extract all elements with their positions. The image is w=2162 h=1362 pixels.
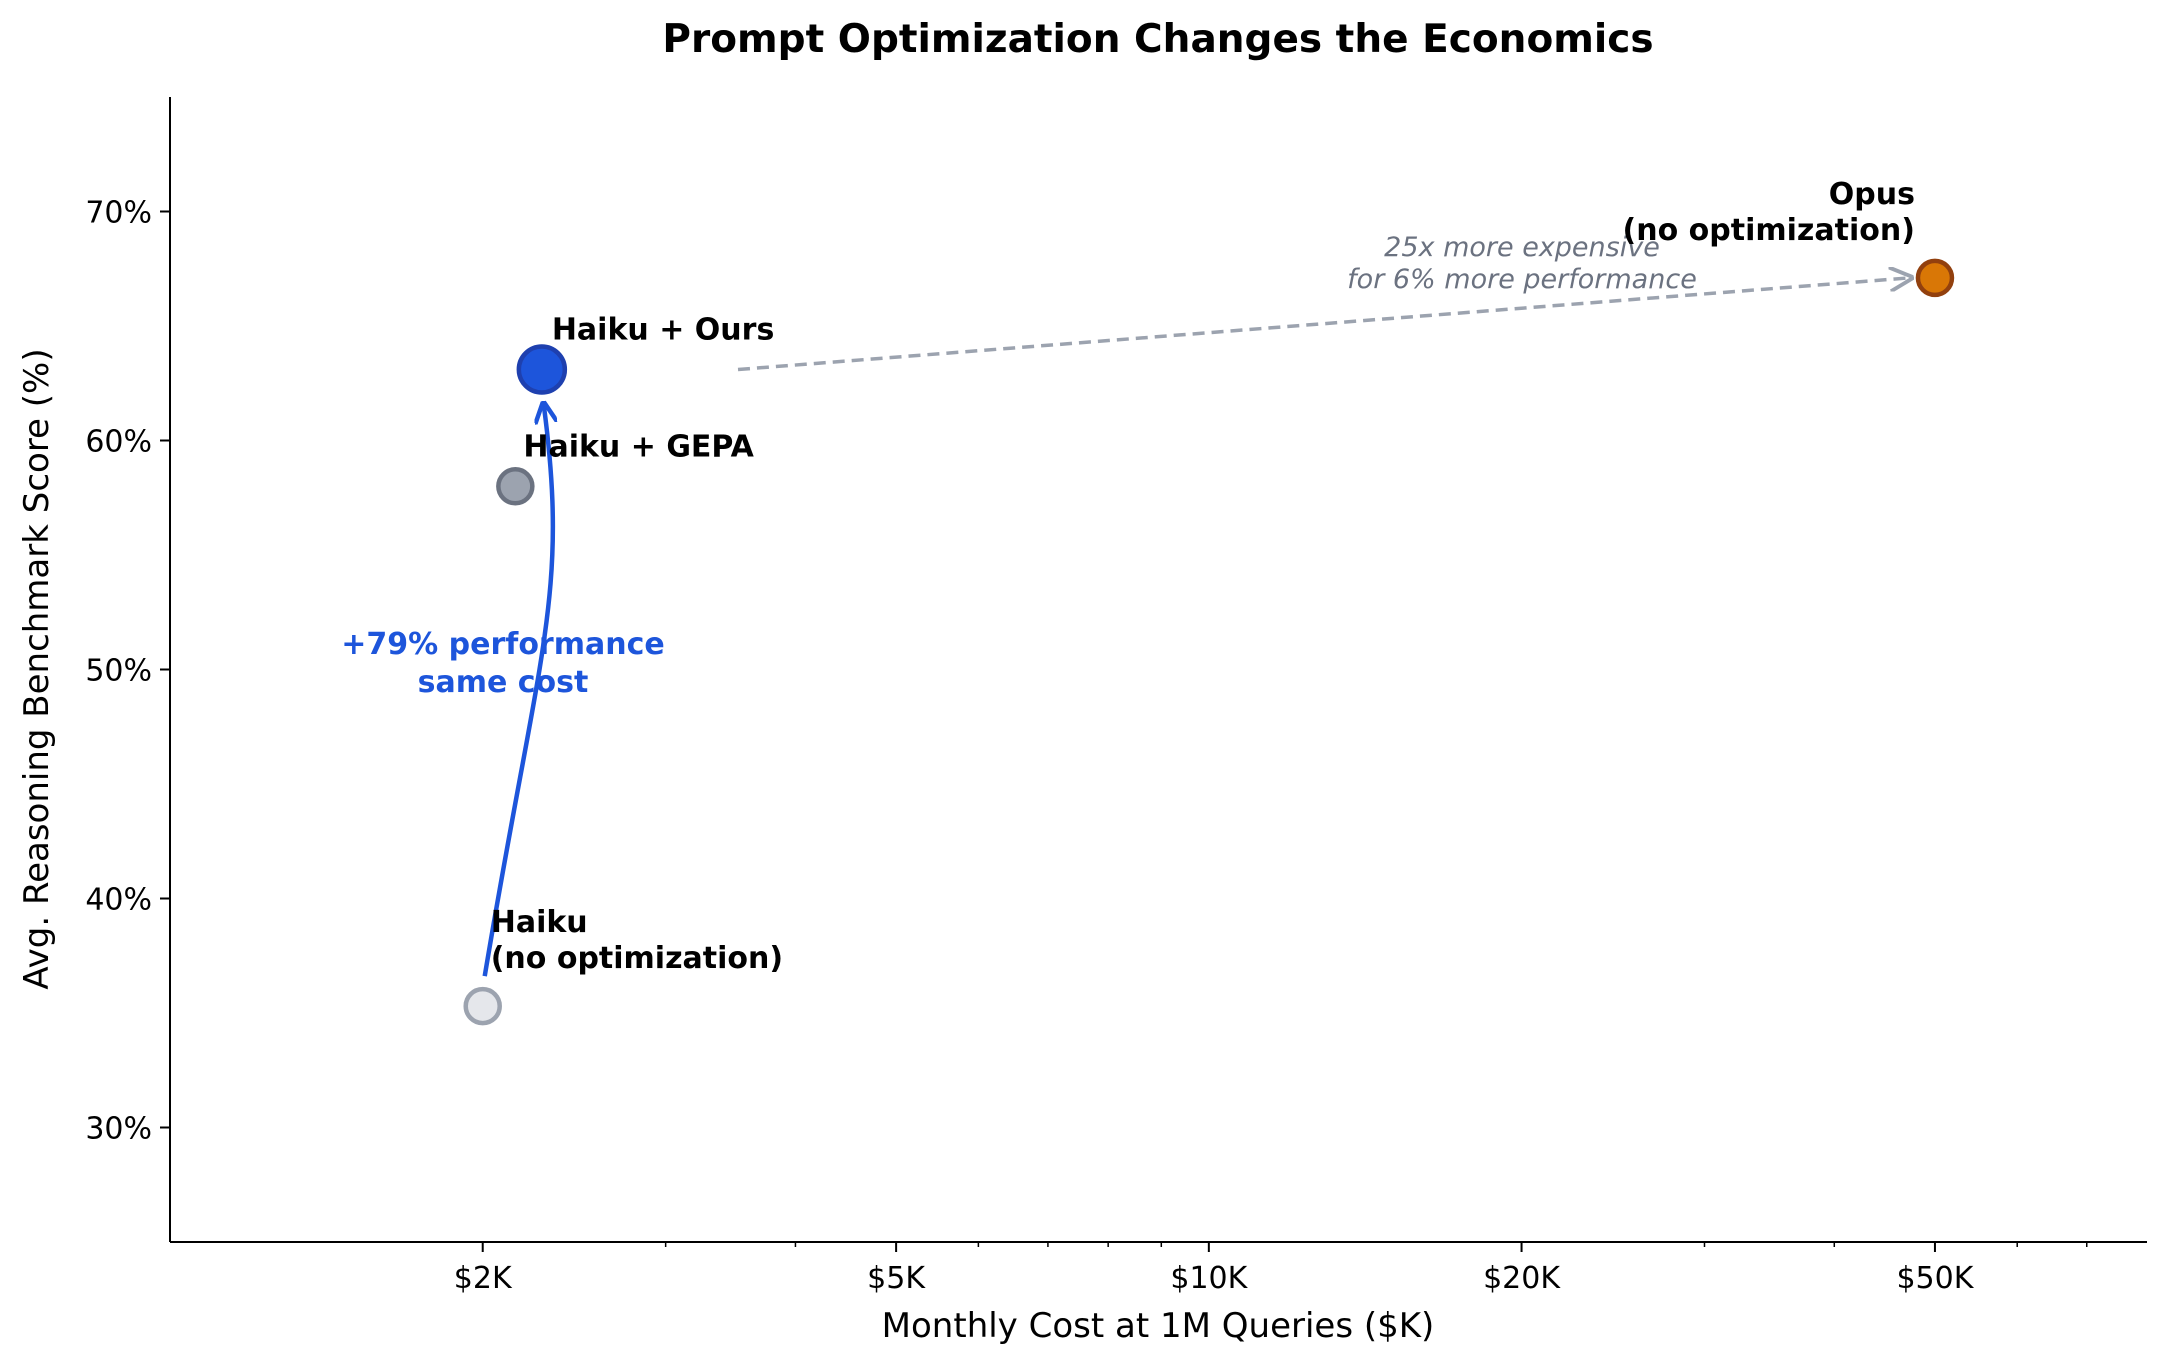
x-minor-ticks: [664, 1242, 2088, 1247]
y-axis-label: Avg. Reasoning Benchmark Score (%): [17, 348, 57, 989]
cost-arrow: [737, 278, 1909, 372]
performance-arrow: [482, 406, 553, 977]
point-label-line: Haiku + Ours: [552, 313, 774, 348]
data-point: [496, 467, 535, 506]
x-tick-label: $20K: [1483, 1261, 1561, 1296]
point-label-line: Opus: [1829, 177, 1915, 212]
points: [463, 258, 1955, 1026]
point-label-line: (no optimization): [1623, 213, 1915, 248]
performance-annotation-line: same cost: [418, 665, 589, 700]
y-ticks: 30% 40% 50% 60% 70%: [85, 196, 170, 1147]
y-tick-label: 30%: [85, 1112, 152, 1147]
x-axis-label: Monthly Cost at 1M Queries ($K): [882, 1306, 1435, 1346]
y-tick-label: 50%: [85, 654, 152, 689]
x-tick-label: $10K: [1170, 1261, 1248, 1296]
point-label-line: (no optimization): [491, 941, 783, 976]
cost-annotation-line: 25x more expensive: [1384, 232, 1660, 263]
point-label: Opus (no optimization): [1623, 177, 1915, 248]
point-label: Haiku + GEPA: [523, 429, 754, 464]
data-point: [516, 344, 568, 395]
point-labels: Haiku (no optimization)Haiku + GEPAHaiku …: [491, 177, 1915, 976]
data-point: [1915, 258, 1955, 298]
cost-annotation-line: for 6% more performance: [1347, 264, 1697, 295]
x-tick-label: $5K: [867, 1261, 926, 1296]
point-label-line: Haiku + GEPA: [523, 429, 754, 464]
data-point: [463, 986, 502, 1026]
x-tick-label: $50K: [1896, 1261, 1974, 1296]
y-tick-label: 60%: [85, 425, 152, 460]
x-tick-label: $2K: [454, 1261, 513, 1296]
point-label: Haiku + Ours: [552, 313, 774, 348]
chart-title: Prompt Optimization Changes the Economic…: [662, 17, 1653, 62]
x-ticks: $2K $5K $10K $20K $50K: [454, 1242, 1975, 1296]
y-tick-label: 70%: [85, 196, 152, 231]
performance-annotation-line: +79% performance: [341, 627, 664, 662]
point-label-line: Haiku: [491, 905, 588, 940]
y-tick-label: 40%: [85, 883, 152, 918]
point-label: Haiku (no optimization): [491, 905, 783, 976]
